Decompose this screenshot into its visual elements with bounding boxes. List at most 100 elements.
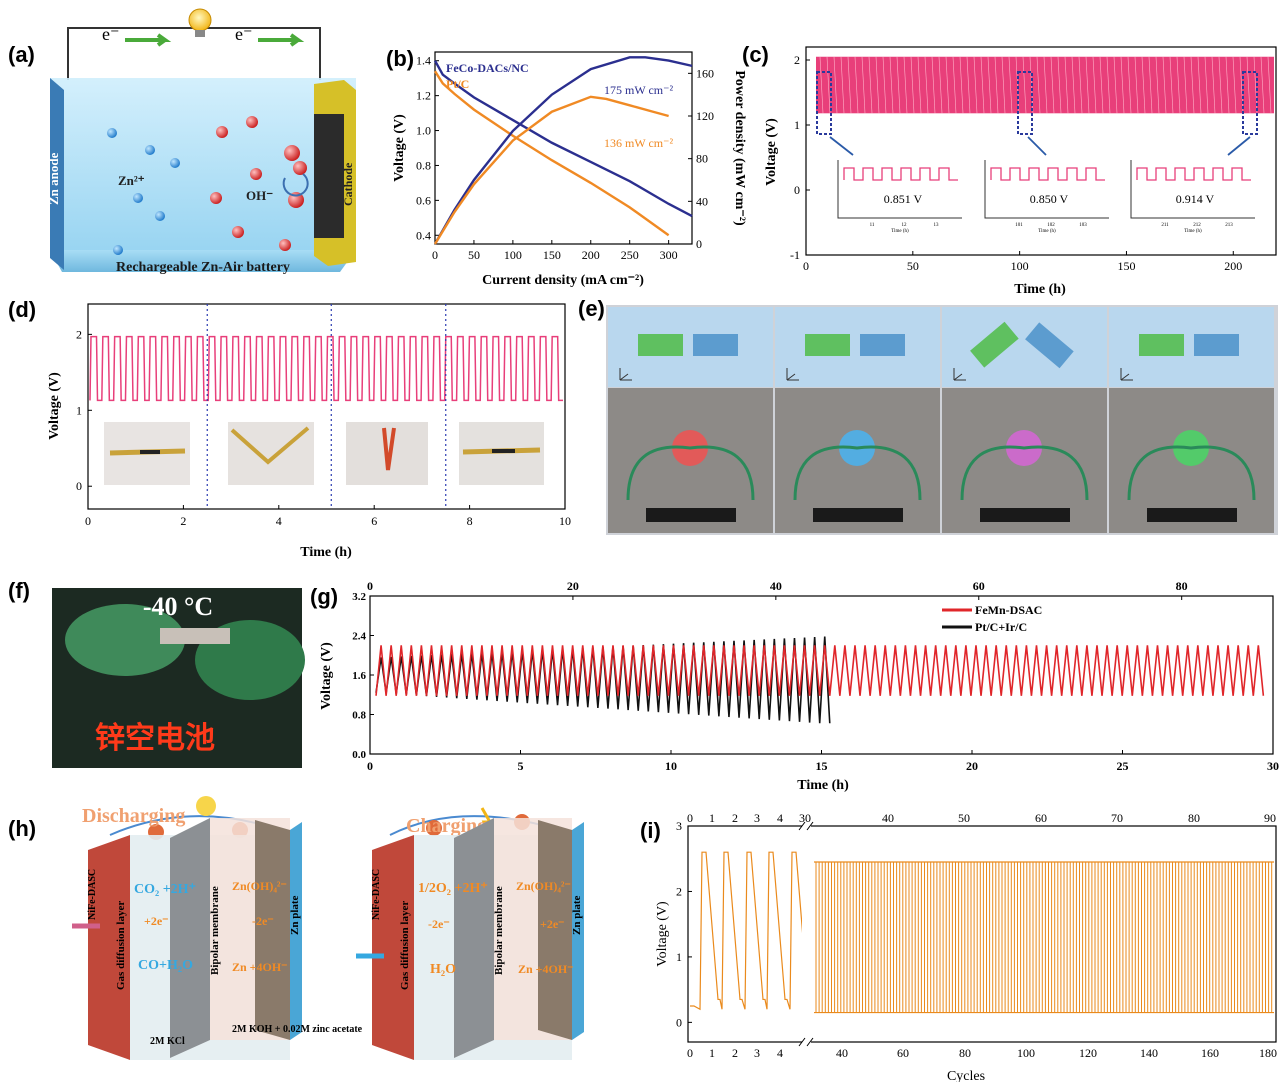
- led-sign: 锌空电池: [95, 722, 215, 755]
- cycle-line: [1106, 56, 1111, 114]
- kcl-label: 2M KCl: [150, 1036, 185, 1047]
- zn-reaction: Zn +4OH⁻: [232, 960, 288, 974]
- chart-i-frame: [687, 825, 1277, 1043]
- inset-axes: [1130, 160, 1255, 219]
- cycle-line: [1036, 56, 1041, 114]
- battery-half-blue: [693, 334, 738, 356]
- bottom-tick-label: 1: [709, 1046, 715, 1060]
- o2-molecule: [288, 192, 304, 208]
- cycle-line: [1183, 56, 1188, 114]
- series-line-power-2: [433, 56, 693, 245]
- battery-half-green: [1139, 334, 1184, 356]
- inset-x-tick-label: 213: [1225, 223, 1233, 228]
- x2-tick-label: 60: [973, 579, 985, 593]
- cycle-line: [1050, 56, 1055, 114]
- inset-background: [985, 160, 1109, 218]
- led-wire: [1127, 445, 1256, 501]
- chart-c-ylabel: Voltage (V): [764, 118, 779, 186]
- led-wire: [793, 445, 922, 501]
- battery-half-blue: [1025, 322, 1074, 369]
- x2-tick-label: 40: [770, 579, 782, 593]
- cycle-line: [1190, 56, 1195, 114]
- cycle-line: [1204, 56, 1209, 114]
- cycle-line: [910, 56, 915, 114]
- y-tick-label: 0.4: [416, 228, 431, 242]
- top-tick-label: 30: [799, 811, 811, 825]
- cycle-line: [819, 56, 824, 114]
- cycle-line: [1064, 56, 1069, 114]
- x-tick-label: 15: [816, 759, 828, 773]
- inset-x-tick-label: 11: [870, 223, 875, 228]
- x-tick-label: 10: [559, 514, 571, 528]
- panel-f-label: (f): [8, 578, 30, 603]
- annotation-pt: 136 mW cm⁻²: [604, 136, 673, 150]
- bottom-tick-label: 40: [836, 1046, 848, 1060]
- cycle-line: [1008, 56, 1013, 114]
- y-tick-label: 1: [794, 118, 800, 132]
- y-tick-label: 1.6: [352, 670, 366, 682]
- cycle-line: [840, 56, 845, 114]
- cycle-line: [1162, 56, 1167, 114]
- y-tick-label: 0.8: [416, 158, 431, 172]
- x-tick-label: 10: [665, 759, 677, 773]
- y-tick-label: 0: [76, 479, 82, 493]
- legend-femn: FeMn-DSAC: [975, 603, 1042, 617]
- chart-d-frame: [87, 303, 566, 510]
- flexible-battery: [646, 508, 736, 522]
- temperature-label: -40 °C: [143, 592, 213, 621]
- top-tick-label: 0: [687, 811, 693, 825]
- gdl-right: [372, 835, 414, 1060]
- cycle-line: [980, 56, 985, 114]
- legend-ptc: Pt/C+Ir/C: [975, 620, 1027, 634]
- axis-break-gap: [802, 823, 811, 1045]
- x-tick-label: 100: [504, 248, 522, 262]
- catalyst-label-right: NiFe-DASC: [371, 869, 382, 920]
- electron-left: e⁻: [102, 24, 120, 44]
- chart-d-voltage-line: [89, 335, 563, 402]
- battery-half-green: [638, 334, 683, 356]
- zoom-box-3: [1242, 71, 1258, 135]
- membrane-label: Bipolar membrane: [209, 886, 221, 975]
- cycle-line: [1001, 56, 1006, 114]
- inset-1-value: 0.851 V: [884, 192, 923, 206]
- panel-e: (e): [578, 296, 1278, 535]
- inset-x-tick-label: 101: [1015, 223, 1023, 228]
- cycle-line: [952, 56, 957, 114]
- cycle-line: [987, 56, 992, 114]
- schematic-cell: [608, 307, 773, 387]
- zn-ion: [107, 128, 117, 138]
- cycle-line: [1246, 56, 1251, 114]
- x-tick-label: 150: [543, 248, 561, 262]
- cycle-line: [896, 56, 901, 114]
- series-line-voltage-1: [433, 70, 670, 237]
- top-tick-label: 70: [1111, 811, 1123, 825]
- x-tick-label: 30: [1267, 759, 1279, 773]
- y2-tick-label: 120: [696, 109, 714, 123]
- bottom-tick-label: 2: [732, 1046, 738, 1060]
- axes-icon: [953, 368, 966, 381]
- battery-floor: [50, 250, 356, 272]
- cycle-line: [1092, 56, 1097, 114]
- y-tick-label: 1: [76, 403, 82, 417]
- bottom-tick-label: 180: [1259, 1046, 1277, 1060]
- schematic-cell: [1109, 307, 1274, 387]
- y-tick-label: 2: [76, 327, 82, 341]
- zn-side-right: [538, 820, 572, 1040]
- battery-half-green: [805, 334, 850, 356]
- inset-x-tick-label: 212: [1193, 223, 1201, 228]
- gdl-label-right: Gas diffusion layer: [399, 901, 411, 990]
- battery-photos: [104, 422, 544, 485]
- annotation-fe: 175 mW cm⁻²: [604, 83, 673, 97]
- arrow-right-icon: [125, 33, 172, 47]
- inset-xlabel: Time (h): [1038, 229, 1056, 234]
- inset-2-value: 0.850 V: [1030, 192, 1069, 206]
- discharging-title: Discharging: [82, 805, 185, 827]
- zn-ion: [155, 211, 165, 221]
- plus-2e-label-right: +2e⁻: [540, 917, 565, 931]
- bottom-tick-label: 80: [959, 1046, 971, 1060]
- cycle-line: [1120, 56, 1125, 114]
- y-tick-label: 2.4: [352, 631, 366, 643]
- cycle-line: [1127, 56, 1132, 114]
